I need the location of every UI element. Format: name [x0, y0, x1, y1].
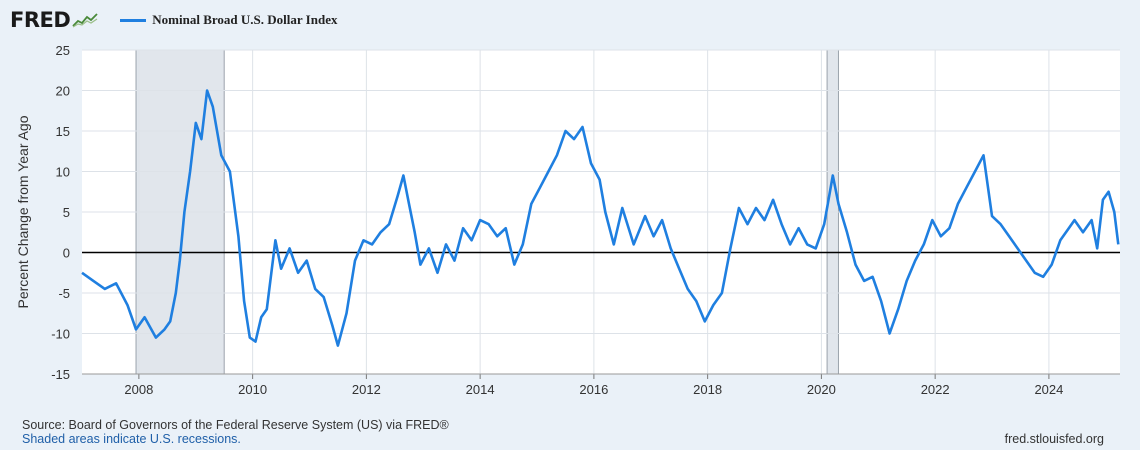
y-tick-label: -5 [58, 286, 70, 301]
x-tick-label: 2012 [352, 382, 381, 397]
x-tick-label: 2022 [921, 382, 950, 397]
series-line [81, 89, 1120, 347]
y-tick-label: 10 [56, 165, 70, 180]
x-tick-label: 2010 [238, 382, 267, 397]
source-note: Source: Board of Governors of the Federa… [22, 418, 449, 432]
y-axis-label: Percent Change from Year Ago [15, 115, 31, 308]
x-tick-label: 2018 [693, 382, 722, 397]
recession-note[interactable]: Shaded areas indicate U.S. recessions. [22, 432, 241, 446]
fred-logo[interactable]: FRED [10, 8, 99, 32]
y-tick-label: 5 [63, 205, 70, 220]
legend-label: Nominal Broad U.S. Dollar Index [152, 12, 338, 27]
y-tick-label: 0 [63, 246, 70, 261]
site-credit[interactable]: fred.stlouisfed.org [1004, 432, 1104, 446]
chart-legend: Nominal Broad U.S. Dollar Index [120, 12, 337, 28]
y-tick-label: 25 [56, 43, 70, 58]
y-tick-label: -10 [51, 327, 70, 342]
legend-swatch [120, 18, 147, 22]
y-tick-label: 15 [56, 124, 70, 139]
fred-logo-text: FRED [10, 8, 71, 32]
chart-header: FRED Nominal Broad U.S. Dollar Index [10, 6, 337, 34]
x-tick-label: 2024 [1034, 382, 1063, 397]
y-tick-label: 20 [56, 84, 70, 99]
x-tick-label: 2008 [124, 382, 153, 397]
x-tick-label: 2014 [466, 382, 495, 397]
line-chart-icon [72, 12, 99, 28]
y-tick-label: -15 [51, 367, 70, 382]
x-tick-label: 2016 [579, 382, 608, 397]
x-tick-label: 2020 [807, 382, 836, 397]
